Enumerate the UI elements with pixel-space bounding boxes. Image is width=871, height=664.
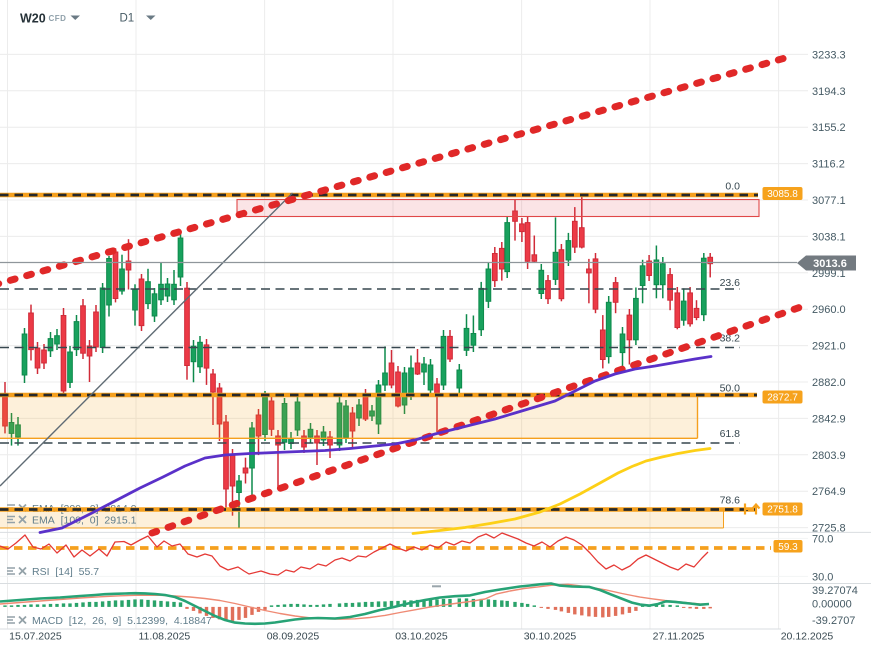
svg-text:30.0: 30.0 bbox=[812, 571, 833, 583]
svg-text:2921.0: 2921.0 bbox=[812, 341, 846, 353]
svg-text:2751.8: 2751.8 bbox=[767, 505, 798, 516]
svg-text:D1: D1 bbox=[120, 13, 135, 25]
svg-text:2842.9: 2842.9 bbox=[812, 413, 846, 425]
svg-text:30.10.2025: 30.10.2025 bbox=[524, 631, 577, 643]
svg-text:11.08.2025: 11.08.2025 bbox=[139, 631, 191, 643]
svg-text:EMA [100, 0] 2915.1: EMA [100, 0] 2915.1 bbox=[32, 515, 137, 527]
svg-text:3077.1: 3077.1 bbox=[812, 195, 846, 207]
svg-text:0.00000: 0.00000 bbox=[812, 599, 852, 611]
svg-text:38.2: 38.2 bbox=[720, 333, 741, 345]
svg-text:RSI [14] 55.7: RSI [14] 55.7 bbox=[32, 566, 99, 578]
svg-text:2725.8: 2725.8 bbox=[812, 523, 846, 535]
svg-text:3085.8: 3085.8 bbox=[767, 189, 798, 200]
svg-text:2764.9: 2764.9 bbox=[812, 486, 846, 498]
svg-text:39.27074: 39.27074 bbox=[812, 585, 858, 597]
svg-text:3194.3: 3194.3 bbox=[812, 86, 846, 98]
svg-text:27.11.2025: 27.11.2025 bbox=[653, 631, 705, 643]
svg-text:W20: W20 bbox=[20, 12, 46, 26]
svg-text:03.10.2025: 03.10.2025 bbox=[395, 631, 448, 643]
svg-text:50.0: 50.0 bbox=[720, 383, 741, 395]
svg-text:2999.1: 2999.1 bbox=[812, 268, 846, 280]
svg-text:23.6: 23.6 bbox=[720, 277, 741, 289]
svg-text:70.0: 70.0 bbox=[812, 533, 833, 545]
svg-text:-39.2707: -39.2707 bbox=[812, 615, 855, 627]
svg-text:2803.9: 2803.9 bbox=[812, 450, 846, 462]
svg-text:MACD [12, 26, 9] 5.12399,: MACD [12, 26, 9] 5.12399, 4.18847 bbox=[32, 615, 212, 627]
svg-text:CFD: CFD bbox=[49, 14, 67, 23]
svg-text:0.0: 0.0 bbox=[725, 181, 740, 193]
svg-text:59.3: 59.3 bbox=[778, 542, 798, 553]
svg-text:3233.3: 3233.3 bbox=[812, 49, 846, 61]
svg-text:2872.7: 2872.7 bbox=[767, 393, 798, 404]
svg-text:3038.1: 3038.1 bbox=[812, 231, 846, 243]
svg-text:3013.6: 3013.6 bbox=[813, 258, 847, 270]
svg-text:15.07.2025: 15.07.2025 bbox=[9, 631, 62, 643]
svg-text:3155.2: 3155.2 bbox=[812, 122, 846, 134]
svg-text:20.12.2025: 20.12.2025 bbox=[781, 631, 834, 643]
svg-text:08.09.2025: 08.09.2025 bbox=[267, 631, 320, 643]
svg-text:78.6: 78.6 bbox=[720, 495, 741, 507]
svg-text:3116.2: 3116.2 bbox=[812, 159, 845, 171]
svg-text:2882.0: 2882.0 bbox=[812, 377, 846, 389]
svg-text:2960.0: 2960.0 bbox=[812, 304, 846, 316]
svg-text:61.8: 61.8 bbox=[720, 428, 741, 440]
